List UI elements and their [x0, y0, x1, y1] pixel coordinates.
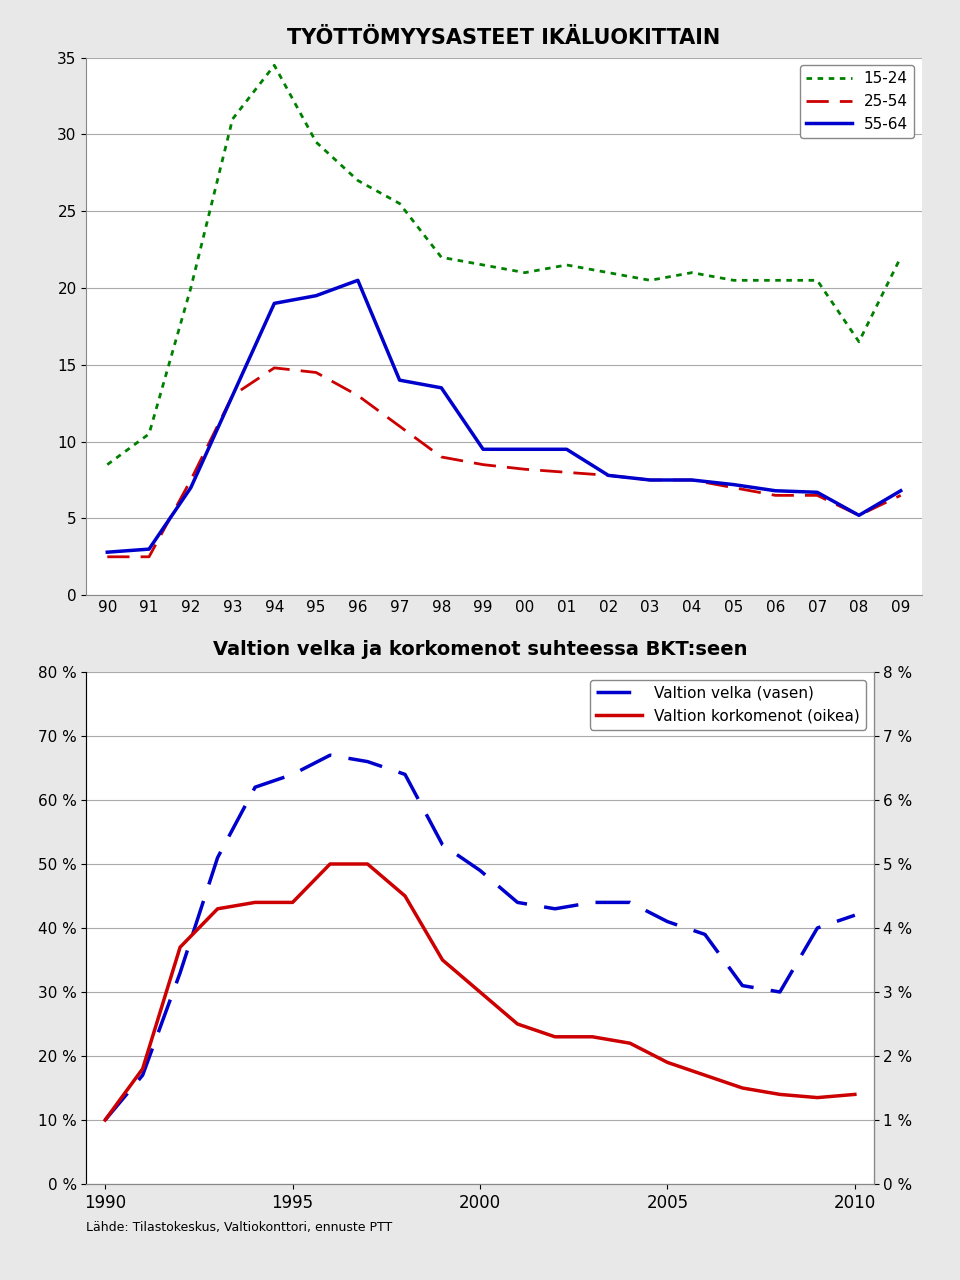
Legend: 15-24, 25-54, 55-64: 15-24, 25-54, 55-64	[800, 65, 914, 138]
Text: Lähde: Tilastokeskus, Valtiokonttori, ennuste PTT: Lähde: Tilastokeskus, Valtiokonttori, en…	[86, 1221, 393, 1234]
Title: TYÖTTÖMYYSASTEET IKÄLUOKITTAIN: TYÖTTÖMYYSASTEET IKÄLUOKITTAIN	[287, 28, 721, 47]
Legend: Valtion velka (vasen), Valtion korkomenot (oikea): Valtion velka (vasen), Valtion korkomeno…	[590, 680, 866, 730]
Title: Valtion velka ja korkomenot suhteessa BKT:seen: Valtion velka ja korkomenot suhteessa BK…	[213, 640, 747, 659]
